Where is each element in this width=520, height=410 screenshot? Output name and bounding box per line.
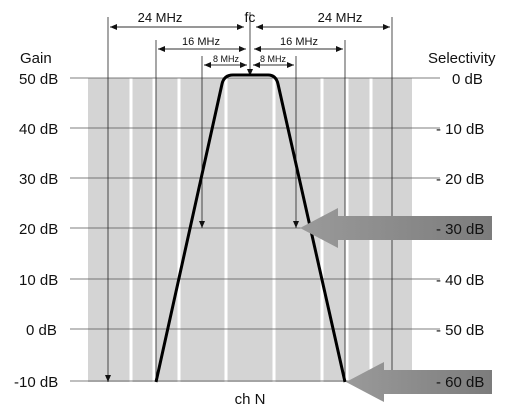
selectivity-tick: - 30 dB — [436, 221, 484, 238]
selectivity-axis-title: Selectivity — [428, 50, 496, 67]
gain-tick: 30 dB — [19, 171, 58, 188]
gain-tick: 0 dB — [26, 322, 57, 339]
dimension-brackets — [110, 24, 390, 68]
reference-lines — [105, 12, 395, 382]
selectivity-arrows — [300, 208, 492, 402]
gain-ticks: 50 dB 40 dB 30 dB 20 dB 10 dB 0 dB -10 d… — [14, 71, 58, 391]
gain-tick: 10 dB — [19, 272, 58, 289]
gain-tick: 40 dB — [19, 121, 58, 138]
arrow-minus-30db — [300, 208, 492, 248]
selectivity-tick: - 20 dB — [436, 171, 484, 188]
selectivity-tick: - 50 dB — [436, 322, 484, 339]
span-label-right-24: 24 MHz — [318, 10, 363, 25]
span-label-left-16: 16 MHz — [182, 36, 220, 48]
gain-tick: -10 dB — [14, 374, 58, 391]
span-label-right-16: 16 MHz — [280, 36, 318, 48]
selectivity-tick: - 40 dB — [436, 272, 484, 289]
gain-axis-title: Gain — [20, 50, 52, 67]
filter-response-curve — [154, 73, 347, 383]
gain-tick: 20 dB — [19, 221, 58, 238]
selectivity-tick: - 10 dB — [436, 121, 484, 138]
span-label-left-24: 24 MHz — [138, 10, 183, 25]
gain-tick: 50 dB — [19, 71, 58, 88]
selectivity-ticks: 0 dB - 10 dB - 20 dB - 30 dB - 40 dB - 5… — [436, 71, 484, 391]
span-label-right-8: 8 MHz — [260, 54, 287, 64]
selectivity-tick: - 60 dB — [436, 374, 484, 391]
channel-label: ch N — [235, 391, 266, 408]
selectivity-tick: 0 dB — [452, 71, 483, 88]
fc-label: fc — [245, 9, 256, 25]
arrow-minus-60db — [346, 362, 492, 402]
span-label-left-8: 8 MHz — [213, 54, 240, 64]
